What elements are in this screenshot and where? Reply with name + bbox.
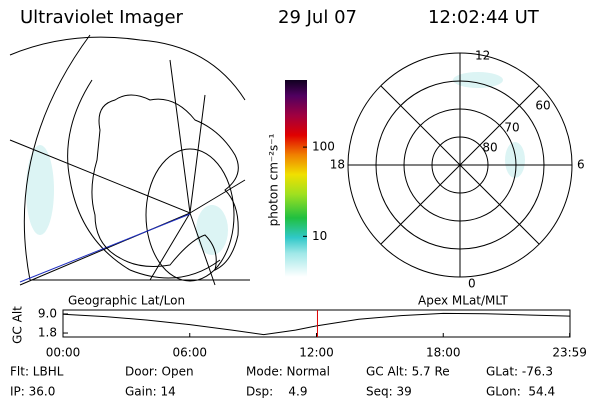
info-field: Dsp: 4.9 [246,385,308,399]
x-tick-label: 23:59 [552,346,587,360]
title: Ultraviolet Imager [20,7,184,28]
time: 12:02:44 UT [428,7,540,28]
colorbar [285,80,307,277]
y-axis-label: GC Alt [11,306,25,344]
info-field: GC Alt: 5.7 Re [366,365,450,379]
lat-label: 70 [504,121,519,135]
info-field: GLat: -76.3 [486,365,553,379]
timeline-right-title: Apex MLat/MLT [418,294,508,308]
mlt-label: 0 [468,277,476,291]
colorbar-label: photon cm⁻²s⁻¹ [267,133,281,226]
lat-label: 80 [482,141,497,155]
colorbar-tick-label: 10 [312,229,327,243]
date: 29 Jul 07 [278,7,357,28]
y-tick-label: 1.8 [38,326,57,340]
x-tick-label: 06:00 [172,346,207,360]
mlt-label: 6 [577,158,585,172]
mlt-label: 18 [330,158,345,172]
altitude-line [62,312,571,336]
x-tick-label: 12:00 [299,346,334,360]
info-field: IP: 36.0 [10,385,55,399]
info-field: GLon: 54.4 [486,385,555,399]
x-tick-label: 18:00 [426,346,461,360]
mlt-label: 12 [475,49,490,63]
info-field: Gain: 14 [125,385,176,399]
colorbar-tick-label: 100 [312,140,335,154]
lat-label: 60 [535,99,550,113]
info-field: Door: Open [125,365,194,379]
x-tick-label: 00:00 [46,346,81,360]
info-field: Mode: Normal [246,365,330,379]
y-tick-label: 9.0 [38,306,57,320]
info-field: Seq: 39 [366,385,412,399]
geographic-map [9,34,250,286]
polar-plot [347,52,573,278]
timeline-left-title: Geographic Lat/Lon [68,294,185,308]
info-field: Flt: LBHL [10,365,64,379]
